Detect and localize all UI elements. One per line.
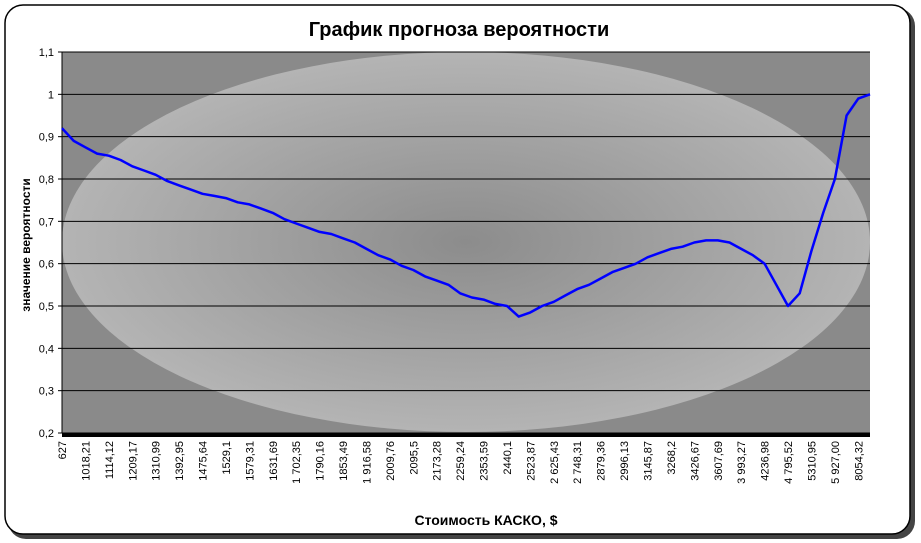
x-tick-label: 1 702,35 [291,441,303,484]
x-tick-label: 2353,59 [479,441,491,481]
x-tick-label: 1579,31 [244,441,256,481]
x-tick-label: 4236,98 [760,441,772,481]
x-tick-label: 1 916,58 [361,441,373,484]
plot-glow [62,52,870,432]
x-tick-label: 1209,17 [127,441,139,481]
x-tick-label: 2009,76 [385,441,397,481]
x-tick-label: 2879,36 [596,441,608,481]
x-tick-label: 8054,32 [853,441,865,481]
x-tick-label: 5310,95 [806,441,818,481]
y-tick-label: 0,9 [39,132,54,144]
x-tick-label: 2259,24 [455,441,467,481]
x-tick-label: 627 [57,441,69,459]
x-tick-label: 2440,1 [502,441,514,475]
x-axis [62,433,870,437]
x-tick-label: 2095,5 [408,441,420,475]
x-tick-label: 5 927,00 [830,441,842,484]
x-tick-label: 3607,69 [713,441,725,481]
y-tick-label: 0,7 [39,216,54,228]
x-axis-label: Стоимость КАСКО, $ [414,512,557,528]
y-tick-label: 0,5 [39,301,54,313]
x-tick-label: 2173,28 [432,441,444,481]
y-tick-label: 0,6 [39,259,54,271]
y-tick-label: 0,4 [39,343,54,355]
x-tick-label: 1529,1 [221,441,233,475]
x-tick-label: 1853,49 [338,441,350,481]
chart-title: График прогноза вероятности [309,19,610,41]
y-axis-label: значение вероятности [19,178,33,311]
y-tick-label: 1,1 [39,47,54,59]
x-tick-label: 3 993,27 [736,441,748,484]
x-tick-label: 2523,87 [525,441,537,481]
data-line [61,93,871,318]
x-tick-label: 1392,95 [174,441,186,481]
x-tick-label: 1018,21 [80,441,92,481]
y-tick-label: 1 [48,89,54,101]
x-tick-label: 3426,67 [689,441,701,481]
y-tick-label: 0,8 [39,174,54,186]
x-tick-label: 1631,69 [268,441,280,481]
x-tick-label: 2 748,31 [572,441,584,484]
x-tick-label: 1475,64 [198,441,210,481]
y-tick-label: 0,2 [39,428,54,440]
x-tick-label: 1310,99 [151,441,163,481]
y-tick-label: 0,3 [39,386,54,398]
x-tick-label: 1790,16 [315,441,327,481]
x-tick-label: 1114,12 [104,441,116,479]
x-tick-label: 4 795,52 [783,441,795,484]
x-tick-label: 2996,13 [619,441,631,481]
x-tick-label: 2 625,43 [549,441,561,484]
x-tick-label: 3268,2 [666,441,678,475]
x-tick-label: 3145,87 [643,441,655,481]
